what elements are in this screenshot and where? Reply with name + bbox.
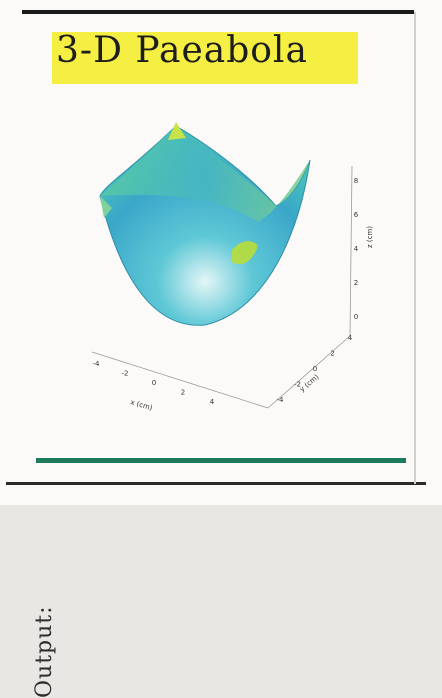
page-right-edge xyxy=(414,12,416,484)
bottom-rule-line xyxy=(36,458,406,463)
y-tick-label: 4 xyxy=(348,334,353,342)
z-tick-label: 6 xyxy=(354,211,359,219)
y-axis-label: y (cm) xyxy=(298,373,321,394)
surface-left-corner xyxy=(100,196,112,218)
y-axis-line xyxy=(267,335,351,409)
surface-peak-right xyxy=(232,241,258,265)
x-tick-label: 0 xyxy=(152,379,156,387)
z-tick-label: 2 xyxy=(354,279,358,287)
surface-rim xyxy=(100,126,310,222)
y-tick-label: 0 xyxy=(313,365,317,373)
x-axis-line xyxy=(91,351,269,409)
title-highlight xyxy=(52,32,358,84)
y-tick-group: -4 -2 0 2 4 xyxy=(277,334,353,404)
page-title: 3-D Paeabola xyxy=(56,30,308,71)
surface-peak-back xyxy=(168,122,186,140)
x-tick-label: 2 xyxy=(181,389,185,397)
z-axis-line xyxy=(349,165,353,337)
z-tick-group: 0 2 4 6 8 xyxy=(354,177,359,321)
y-tick-label: 2 xyxy=(330,350,334,358)
top-rule-line xyxy=(22,10,414,14)
x-tick-label: 4 xyxy=(210,398,215,406)
page-bottom-edge xyxy=(6,482,426,485)
x-axis-label: x (cm) xyxy=(129,398,153,412)
z-tick-label: 0 xyxy=(354,313,358,321)
z-axis-label: z (cm) xyxy=(366,226,374,248)
y-tick-label: -4 xyxy=(277,396,285,404)
x-tick-group: -4 -2 0 2 4 xyxy=(93,360,215,406)
y-tick-label: -2 xyxy=(294,381,301,389)
x-tick-label: -4 xyxy=(93,360,101,368)
z-tick-label: 4 xyxy=(354,245,359,253)
z-tick-label: 8 xyxy=(354,177,358,185)
parabola-3d-chart: -4 -2 0 2 4 -4 -2 0 2 4 0 2 4 6 8 x (cm) y (cm) z (c… xyxy=(91,122,374,412)
x-tick-label: -2 xyxy=(122,370,129,378)
output-label: Output: xyxy=(32,605,57,698)
